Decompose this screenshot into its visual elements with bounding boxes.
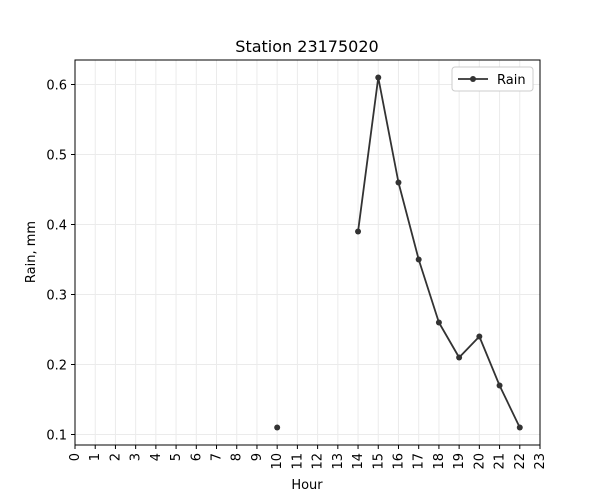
data-point	[415, 256, 422, 263]
chart-title: Station 23175020	[235, 37, 378, 56]
data-point	[456, 354, 463, 361]
series-line-segment	[478, 335, 501, 387]
series-line-segment	[357, 76, 380, 233]
x-tick-label: 11	[290, 453, 305, 470]
y-tick-label: 0.6	[46, 79, 67, 94]
x-tick-label: 9	[250, 453, 265, 461]
data-point	[516, 424, 523, 431]
data-point	[274, 424, 281, 431]
series-line-segment	[438, 321, 461, 359]
y-tick-label: 0.1	[46, 429, 67, 444]
series	[274, 74, 523, 431]
x-tick-label: 22	[513, 453, 528, 470]
x-axis-label: Hour	[291, 478, 323, 493]
data-point	[476, 333, 483, 340]
data-point	[395, 179, 402, 186]
x-tick-label: 13	[331, 453, 346, 470]
y-tick-label: 0.4	[46, 219, 67, 234]
legend-box	[451, 66, 534, 92]
x-tick-label: 0	[68, 453, 83, 461]
x-tick-label: 14	[351, 453, 366, 470]
x-tick-label: 6	[189, 453, 204, 461]
series-line-segment	[417, 258, 440, 324]
legend: Rain	[451, 66, 534, 92]
grid	[74, 60, 541, 445]
x-tick-label: 15	[371, 453, 386, 470]
x-tick-label: 3	[129, 453, 144, 461]
x-tick-label: 23	[533, 453, 548, 470]
x-tick-label: 4	[149, 453, 164, 461]
series-line-segment	[377, 76, 400, 184]
x-tick-label: 20	[472, 453, 487, 470]
x-tick-label: 7	[210, 453, 225, 461]
x-tick-label: 19	[452, 453, 467, 470]
data-point	[435, 319, 442, 326]
legend-label: Rain	[497, 73, 526, 88]
x-tick-label: 17	[412, 453, 427, 470]
x-tick-label: 5	[169, 453, 184, 461]
axis-ticks: 0 1 2 3 4 5 6 7 8 9 10 11 12 13 14 15 16 17 18 19 20 21 22 230.…	[46, 79, 548, 470]
x-tick-label: 2	[108, 453, 123, 461]
x-tick-label: 10	[270, 453, 285, 470]
x-tick-label: 21	[493, 453, 508, 470]
data-point	[375, 74, 382, 81]
y-tick-label: 0.5	[46, 149, 67, 164]
x-tick-label: 1	[88, 453, 103, 461]
y-tick-label: 0.2	[46, 359, 67, 374]
y-axis-label: Rain, mm	[24, 221, 39, 283]
x-tick-label: 16	[391, 453, 406, 470]
series-line-segment	[397, 181, 420, 261]
x-tick-label: 12	[311, 453, 326, 470]
x-tick-label: 18	[432, 453, 447, 470]
legend-marker	[470, 76, 476, 82]
series-line-segment	[498, 384, 521, 429]
series-line-segment	[458, 335, 481, 359]
plot-frame	[74, 59, 541, 446]
data-point	[355, 228, 362, 235]
data-point	[496, 382, 503, 389]
x-tick-label: 8	[230, 453, 245, 461]
y-tick-label: 0.3	[46, 289, 67, 304]
